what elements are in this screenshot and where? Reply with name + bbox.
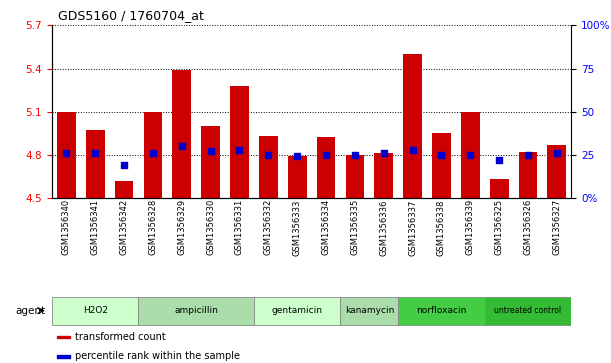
Point [437,152,447,158]
Text: agent: agent [16,306,46,316]
Bar [57,112,76,198]
Bar [57,335,70,338]
Bar [519,152,538,198]
Bar [52,297,139,325]
Bar [316,138,335,198]
Bar [403,54,422,198]
Bar [139,297,254,325]
Point [177,143,187,149]
Bar [201,126,220,198]
Text: untreated control: untreated control [494,306,562,315]
Point [379,150,389,156]
Bar [345,155,364,198]
Point [119,162,129,168]
Text: transformed count: transformed count [75,332,166,342]
Bar [115,181,133,198]
Point [235,147,244,152]
Bar [254,297,340,325]
Text: GDS5160 / 1760704_at: GDS5160 / 1760704_at [58,9,204,22]
Text: H2O2: H2O2 [82,306,108,315]
Point [292,154,302,159]
Bar [288,156,307,198]
Text: norfloxacin: norfloxacin [416,306,467,315]
Point [552,150,562,156]
Point [148,150,158,156]
Bar [230,86,249,198]
Bar [57,355,70,358]
Text: gentamicin: gentamicin [272,306,323,315]
Bar [485,297,571,325]
Point [90,150,100,156]
Point [523,152,533,158]
Point [263,152,273,158]
Text: ampicillin: ampicillin [174,306,218,315]
Point [321,152,331,158]
Bar [375,153,393,198]
Point [408,147,417,152]
Bar [340,297,398,325]
Bar [398,297,485,325]
Bar [432,133,451,198]
Bar [259,136,278,198]
Point [466,152,475,158]
Point [206,148,216,154]
Point [62,150,71,156]
Bar [86,130,104,198]
Bar [144,112,163,198]
Text: kanamycin: kanamycin [345,306,394,315]
Bar [461,112,480,198]
Bar [172,70,191,198]
Point [494,157,504,163]
Bar [547,145,566,198]
Point [350,152,360,158]
Bar [490,179,508,198]
Text: percentile rank within the sample: percentile rank within the sample [75,351,240,362]
